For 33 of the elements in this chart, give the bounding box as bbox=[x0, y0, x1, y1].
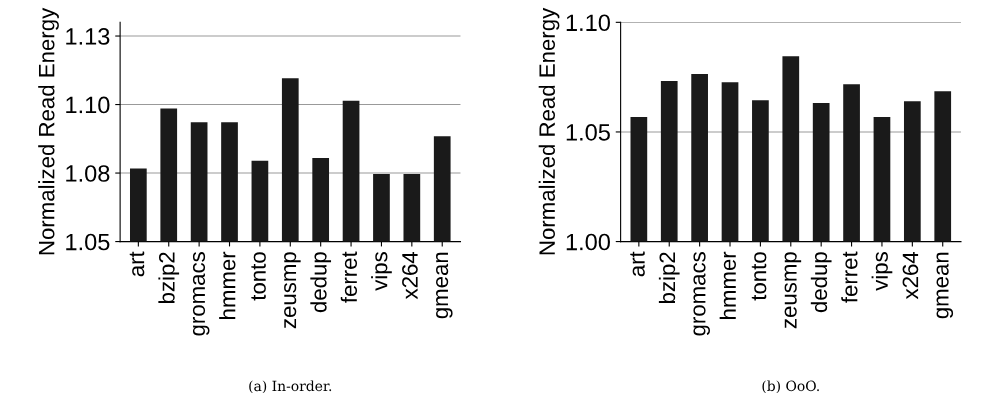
x-tick-label: vips bbox=[871, 252, 893, 291]
x-tick-label: ferret bbox=[841, 251, 858, 303]
x-tick-label: vips bbox=[371, 252, 392, 291]
x-tick-label: dedup bbox=[310, 252, 332, 313]
y-axis-title: Normalized Read Energy bbox=[38, 7, 59, 255]
x-tick-label: tonto bbox=[751, 252, 767, 301]
x-tick-label: gmean bbox=[436, 252, 453, 319]
y-tick-label: 1.10 bbox=[66, 96, 110, 114]
x-tick-label: bzip2 bbox=[658, 252, 680, 303]
y-axis-title: Normalized Read Energy bbox=[538, 7, 560, 255]
x-tick-label: hmmer bbox=[219, 251, 236, 319]
x-tick-label: zeusmp bbox=[284, 252, 301, 329]
x-tick-label: tonto bbox=[251, 252, 266, 301]
y-tick-label: 1.13 bbox=[66, 28, 110, 45]
y-tick-label: 1.00 bbox=[566, 233, 610, 251]
y-tick-label: 1.05 bbox=[566, 124, 610, 141]
x-tick-label: art bbox=[129, 251, 145, 277]
x-tick-label: zeusmp bbox=[784, 252, 802, 329]
x-tick-label: gromacs bbox=[693, 252, 710, 336]
text: (a) In-order. bbox=[249, 380, 332, 394]
x-tick-label: hmmer bbox=[719, 251, 736, 319]
y-tick-label: 1.05 bbox=[66, 233, 110, 251]
x-tick-label: dedup bbox=[810, 252, 832, 313]
x-tick-label: bzip2 bbox=[158, 252, 180, 303]
x-tick-label: gmean bbox=[936, 252, 954, 319]
x-tick-label: x264 bbox=[902, 251, 919, 300]
x-tick-label: art bbox=[630, 251, 645, 277]
x-tick-label: ferret bbox=[340, 251, 358, 303]
y-tick-label: 1.08 bbox=[66, 165, 110, 182]
text: (b) OoO. bbox=[762, 380, 819, 394]
y-tick-label: 1.10 bbox=[566, 14, 610, 32]
x-tick-label: gromacs bbox=[192, 252, 210, 336]
x-tick-label: x264 bbox=[402, 251, 418, 300]
